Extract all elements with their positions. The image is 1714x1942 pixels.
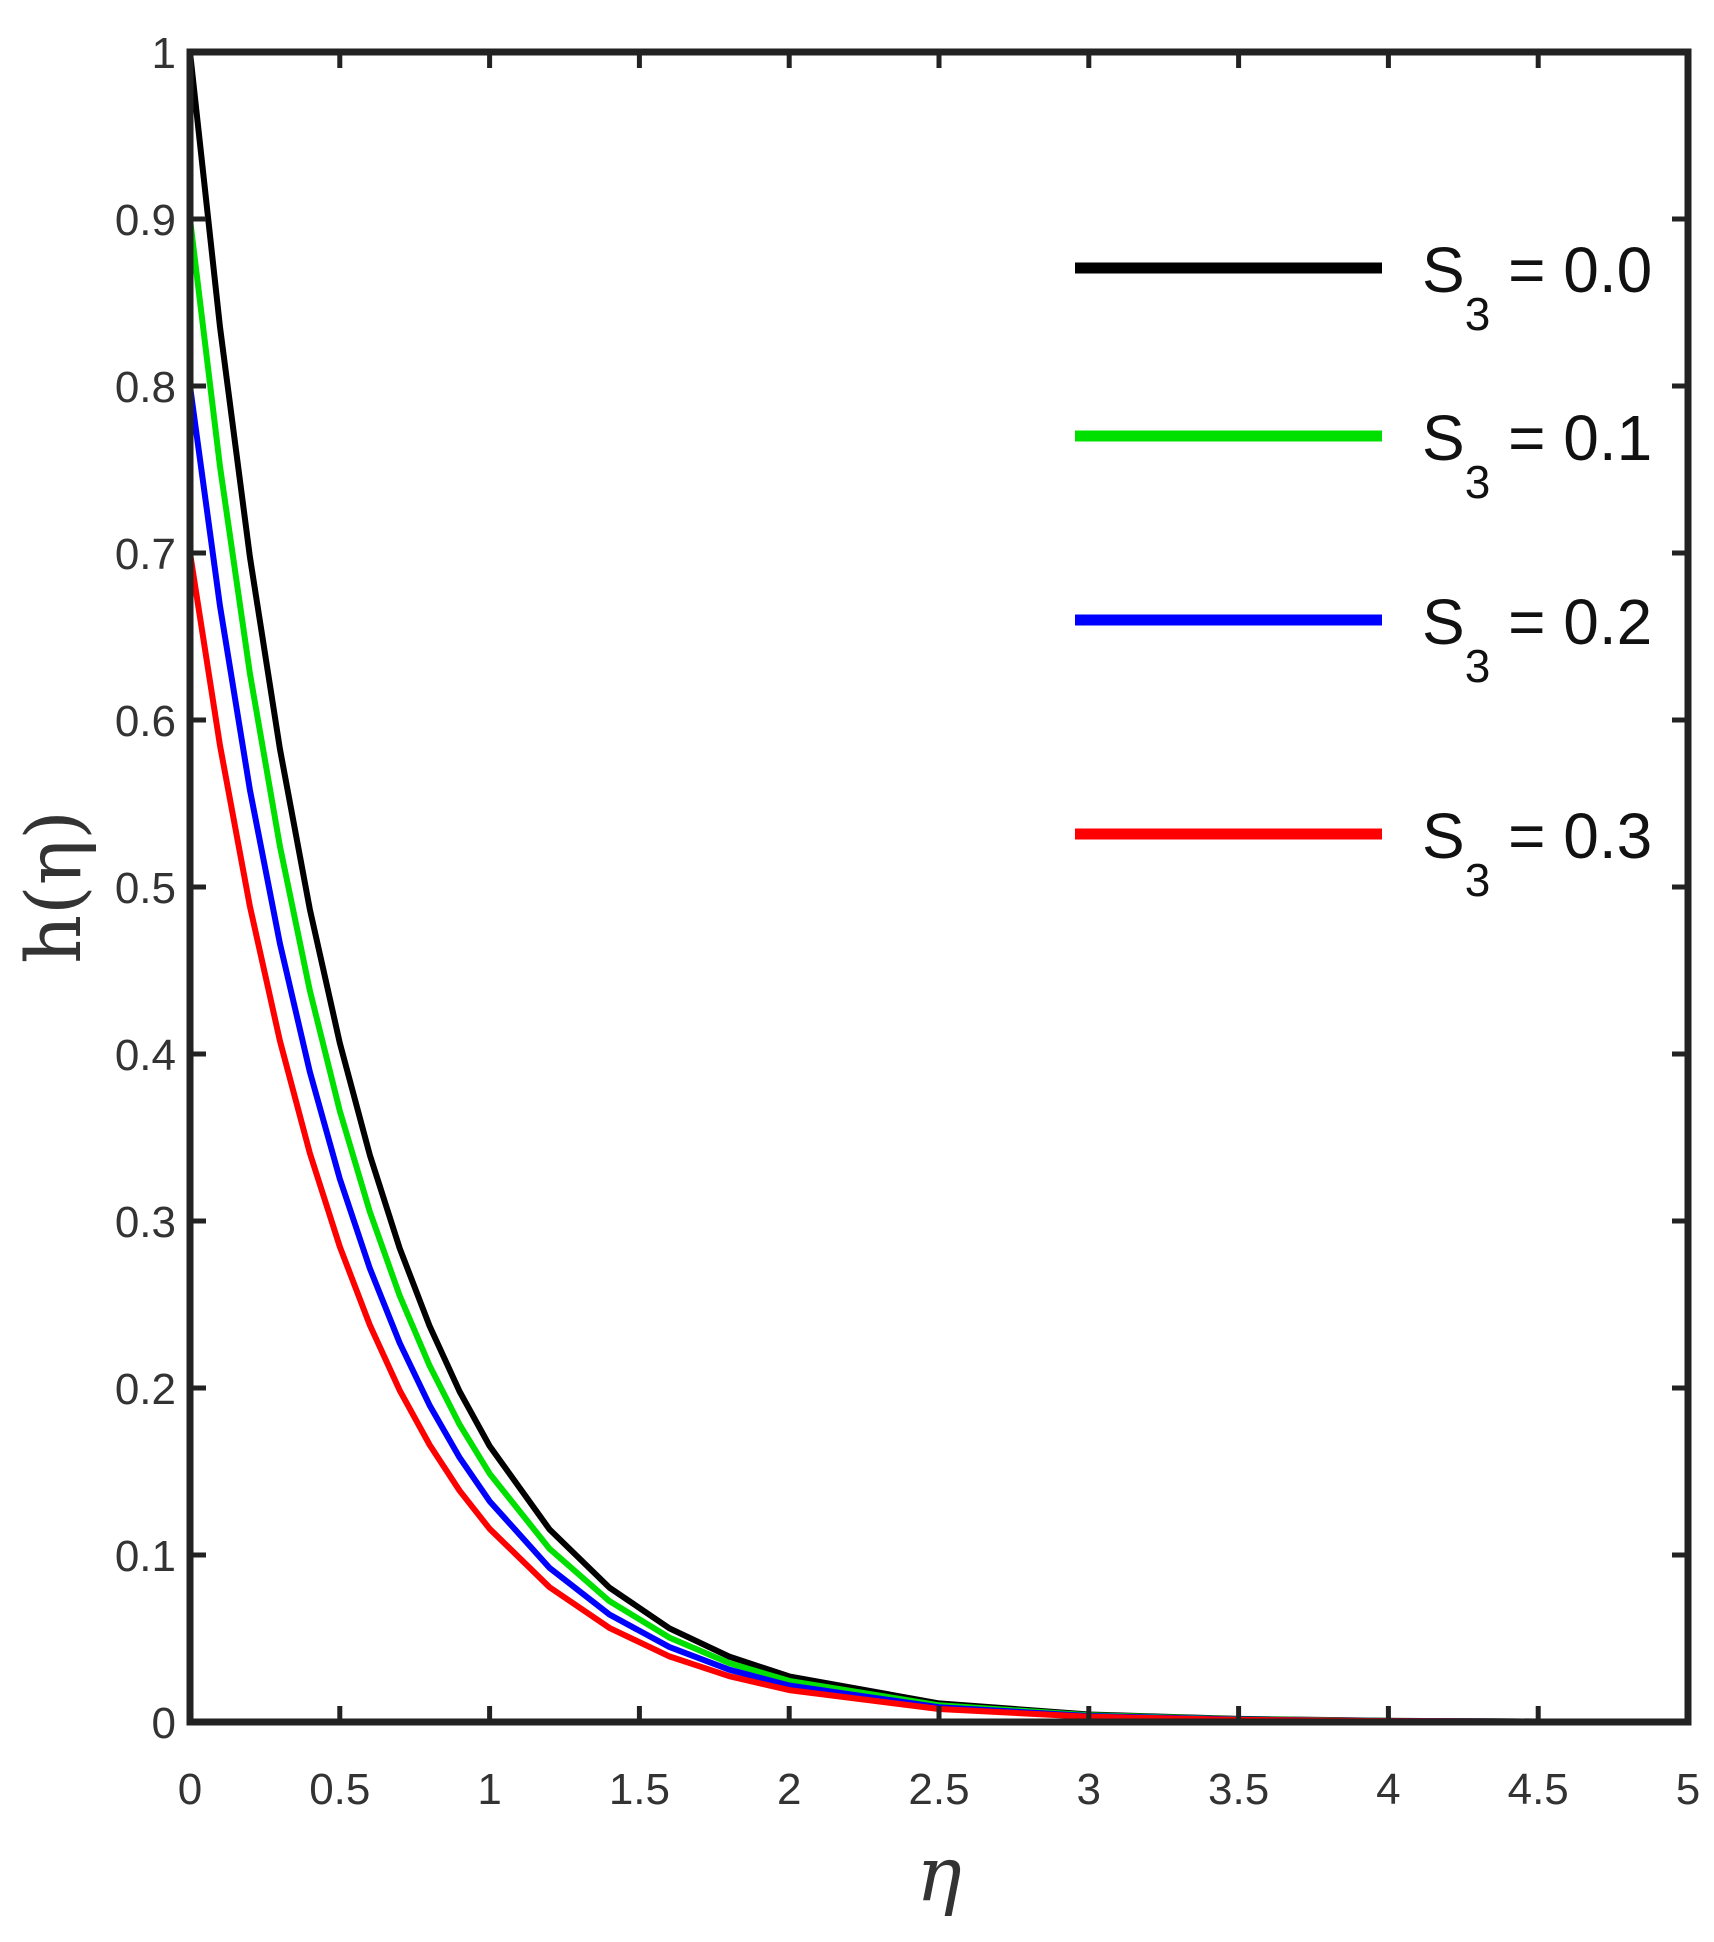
x-tick-label: 3.5 bbox=[1208, 1765, 1269, 1814]
y-tick-label: 0.3 bbox=[115, 1198, 176, 1247]
x-tick-label: 0 bbox=[178, 1765, 202, 1814]
x-tick-label: 1 bbox=[477, 1765, 501, 1814]
y-tick-label: 0.6 bbox=[115, 697, 176, 746]
x-tick-label: 2 bbox=[777, 1765, 801, 1814]
x-tick-label: 3 bbox=[1077, 1765, 1101, 1814]
y-tick-label: 0.1 bbox=[115, 1532, 176, 1581]
x-tick-label: 2.5 bbox=[908, 1765, 969, 1814]
x-tick-label: 5 bbox=[1676, 1765, 1700, 1814]
legend: S3 = 0.0 S3 = 0.1 S3 = 0.2 S3 = 0.3 bbox=[1075, 234, 1652, 906]
y-tick-label: 0 bbox=[152, 1699, 176, 1748]
y-tick-label: 0.2 bbox=[115, 1365, 176, 1414]
y-tick-label: 0.4 bbox=[115, 1031, 176, 1080]
y-tick-label: 0.5 bbox=[115, 864, 176, 913]
x-tick-label: 1.5 bbox=[609, 1765, 670, 1814]
x-tick-label: 0.5 bbox=[309, 1765, 370, 1814]
legend-label-0: S3 = 0.0 bbox=[1422, 234, 1652, 340]
y-tick-label: 1 bbox=[152, 29, 176, 78]
legend-label-2: S3 = 0.2 bbox=[1422, 586, 1652, 692]
x-axis-title: η bbox=[916, 1829, 962, 1918]
ticks-layer: 0 0.5 1 1.5 2 2.5 3 3.5 4 4.5 5 0 0.1 0.2 0.3 0.4 0.5 0.6… bbox=[115, 29, 1700, 1814]
legend-label-3: S3 = 0.3 bbox=[1422, 800, 1652, 906]
legend-label-1: S3 = 0.1 bbox=[1422, 402, 1652, 508]
y-axis-title: h(η) bbox=[9, 810, 98, 964]
x-tick-label: 4.5 bbox=[1508, 1765, 1569, 1814]
series-line-3 bbox=[187, 552, 1689, 1725]
y-tick-label: 0.8 bbox=[115, 363, 176, 412]
y-tick-label: 0.9 bbox=[115, 196, 176, 245]
x-tick-label: 4 bbox=[1376, 1765, 1400, 1814]
series-layer bbox=[187, 51, 1689, 1725]
y-tick-label: 0.7 bbox=[115, 530, 176, 579]
